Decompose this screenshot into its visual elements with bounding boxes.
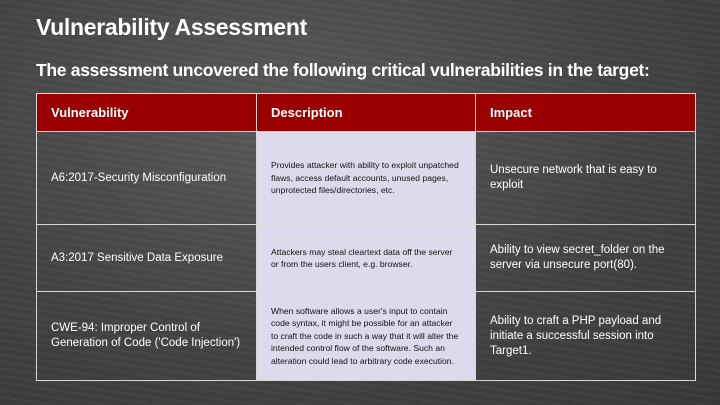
impact-cell: Unsecure network that is easy to exploit [475, 131, 696, 225]
description-cell: Provides attacker with ability to exploi… [256, 131, 476, 225]
impact-cell: Ability to view secret_folder on the ser… [475, 224, 696, 292]
header-impact: Impact [475, 93, 696, 132]
vulnerability-cell: A6:2017-Security Misconfiguration [36, 131, 257, 225]
slide-title: Vulnerability Assessment [36, 14, 308, 40]
table-header-row: Vulnerability Description Impact [36, 93, 696, 132]
slide-subtitle: The assessment uncovered the following c… [36, 60, 650, 80]
vulnerability-table: Vulnerability Description Impact A6:2017… [36, 93, 696, 381]
header-vulnerability: Vulnerability [36, 93, 257, 132]
table-row: CWE-94: Improper Control of Generation o… [36, 291, 696, 381]
vulnerability-cell: CWE-94: Improper Control of Generation o… [36, 291, 257, 381]
table-row: A3:2017 Sensitive Data Exposure Attacker… [36, 224, 696, 292]
table-row: A6:2017-Security Misconfiguration Provid… [36, 131, 696, 225]
impact-cell: Ability to craft a PHP payload and initi… [475, 291, 696, 381]
description-cell: Attackers may steal cleartext data off t… [256, 224, 476, 292]
vulnerability-cell: A3:2017 Sensitive Data Exposure [36, 224, 257, 292]
header-description: Description [256, 93, 476, 132]
description-cell: When software allows a user's input to c… [256, 291, 476, 381]
